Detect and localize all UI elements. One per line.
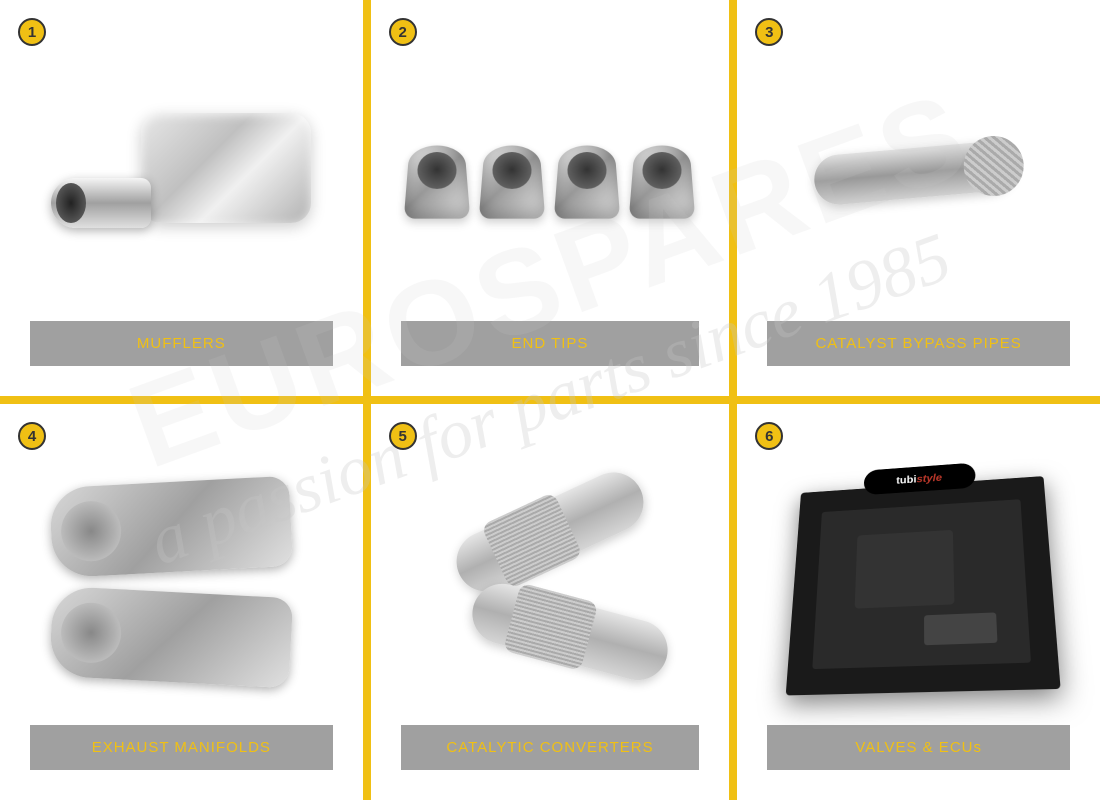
number-badge: 2 <box>389 18 417 46</box>
product-image-converters <box>401 444 700 720</box>
number-badge: 1 <box>18 18 46 46</box>
product-image-end-tips <box>401 40 700 316</box>
category-label: END TIPS <box>401 321 700 366</box>
category-cell-end-tips[interactable]: 2 END TIPS <box>367 0 734 400</box>
category-cell-catalyst-bypass[interactable]: 3 CATALYST BYPASS PIPES <box>733 0 1100 400</box>
product-category-grid: 1 MUFFLERS 2 END TIPS 3 CATALYS <box>0 0 1100 800</box>
category-label: VALVES & ECUs <box>767 725 1070 770</box>
number-badge: 4 <box>18 422 46 450</box>
category-cell-catalytic-converters[interactable]: 5 CATALYTIC CONVERTERS <box>367 400 734 800</box>
product-image-manifolds <box>30 444 333 720</box>
number-badge: 5 <box>389 422 417 450</box>
category-label: CATALYST BYPASS PIPES <box>767 321 1070 366</box>
product-image-bypass-pipes <box>767 40 1070 316</box>
tubistyle-logo: tubistyle <box>863 463 975 496</box>
category-label: CATALYTIC CONVERTERS <box>401 725 700 770</box>
product-image-mufflers <box>30 40 333 316</box>
product-image-ecu: tubistyle <box>767 444 1070 720</box>
category-cell-exhaust-manifolds[interactable]: 4 EXHAUST MANIFOLDS <box>0 400 367 800</box>
category-label: MUFFLERS <box>30 321 333 366</box>
category-cell-mufflers[interactable]: 1 MUFFLERS <box>0 0 367 400</box>
category-label: EXHAUST MANIFOLDS <box>30 725 333 770</box>
category-cell-valves-ecus[interactable]: 6 tubistyle VALVES & ECUs <box>733 400 1100 800</box>
